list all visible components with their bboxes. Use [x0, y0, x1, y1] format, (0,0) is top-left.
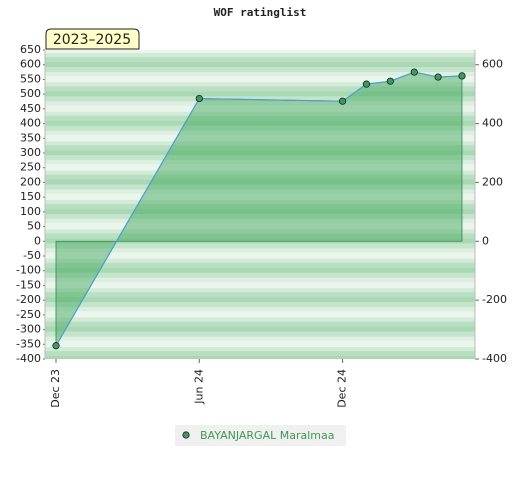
y-tick-label: 350 — [20, 131, 41, 144]
y-tick-label: -300 — [16, 323, 41, 336]
y-tick-label: 150 — [20, 190, 41, 203]
y2-tick-label: -200 — [482, 293, 507, 306]
y-tick-label: 400 — [20, 117, 41, 130]
point — [195, 94, 203, 103]
point — [52, 342, 60, 350]
chart-title: WOF ratinglist — [214, 6, 307, 19]
y-tick-label: -50 — [23, 249, 41, 262]
y-tick-label: -150 — [16, 278, 41, 291]
y-tick-label: -100 — [16, 264, 41, 277]
y2-tick-label: 0 — [482, 234, 489, 247]
y-tick-label: 250 — [20, 161, 41, 174]
y-tick-label: -200 — [16, 293, 41, 306]
point — [338, 97, 347, 105]
point — [434, 73, 442, 81]
y-tick-label: 0 — [34, 234, 41, 247]
legend — [175, 425, 346, 446]
point — [410, 68, 418, 76]
y2-tick-label: 400 — [482, 117, 503, 130]
badge-text: 2023–2025 — [53, 32, 131, 48]
y-tick-label: -400 — [16, 352, 41, 365]
y-tick-label: -250 — [16, 308, 41, 321]
x-tick-label: Dec 24 — [336, 369, 349, 408]
y-tick-label: 450 — [20, 102, 41, 115]
point — [386, 77, 394, 85]
y-tick-label: 200 — [20, 175, 41, 188]
y-tick-label: 500 — [20, 87, 41, 100]
y-tick-label: 300 — [20, 146, 41, 159]
point — [458, 72, 466, 80]
legend-label: BAYANJARGAL Maralmaa — [200, 429, 334, 442]
x-tick-label: Dec 23 — [49, 369, 62, 408]
y-tick-label: 100 — [20, 205, 41, 218]
point — [362, 80, 371, 88]
y-tick-label: 650 — [20, 43, 41, 56]
line — [55, 71, 463, 347]
x-tick-label: Jun 24 — [192, 369, 205, 405]
y-tick-label: 600 — [20, 58, 41, 71]
badge: 2023–2025 — [45, 28, 140, 50]
y2-tick-label: 200 — [482, 175, 503, 188]
y2-tick-label: 600 — [482, 58, 503, 71]
y2-tick-label: -400 — [482, 352, 507, 365]
y-tick-label: 550 — [20, 72, 41, 85]
legend-marker — [182, 431, 190, 439]
y-tick-label: 50 — [27, 220, 41, 233]
y-tick-label: -350 — [16, 337, 41, 350]
plot-background — [45, 50, 475, 359]
